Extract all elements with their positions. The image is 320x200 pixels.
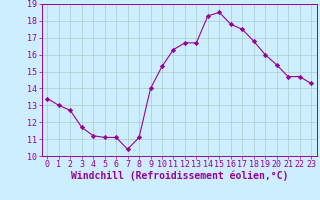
X-axis label: Windchill (Refroidissement éolien,°C): Windchill (Refroidissement éolien,°C) xyxy=(70,171,288,181)
